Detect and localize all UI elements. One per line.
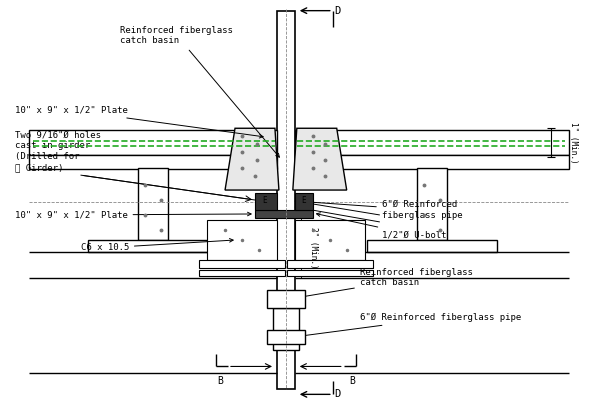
Text: 10" x 9" x 1/2" Plate: 10" x 9" x 1/2" Plate (15, 211, 251, 220)
Polygon shape (225, 128, 279, 190)
Text: 1" (Min.): 1" (Min.) (569, 122, 578, 164)
Bar (267, 290, 305, 308)
Bar (199, 270, 285, 276)
Text: D: D (335, 389, 341, 399)
Text: (Drilled for: (Drilled for (15, 152, 79, 161)
Text: E: E (301, 196, 306, 205)
Bar (295, 155, 569, 169)
Bar (29, 155, 277, 169)
Text: B: B (349, 376, 355, 387)
Bar (255, 193, 277, 210)
Text: 10" x 9" x 1/2" Plate: 10" x 9" x 1/2" Plate (15, 106, 263, 138)
Text: B: B (217, 376, 223, 387)
Bar (417, 168, 447, 240)
Bar (295, 220, 365, 260)
Text: ℜ Girder): ℜ Girder) (15, 163, 63, 172)
Text: E: E (263, 196, 267, 205)
Text: 6"Ø Reinforced
fiberglass pipe: 6"Ø Reinforced fiberglass pipe (298, 200, 462, 220)
Text: D: D (335, 6, 341, 16)
Text: Two 9/16"Ø holes: Two 9/16"Ø holes (15, 130, 100, 139)
Text: 2" (Min.): 2" (Min.) (309, 227, 318, 269)
Bar (295, 193, 313, 210)
Bar (277, 11, 295, 389)
Bar (295, 130, 569, 155)
Text: Reinforced fiberglass
catch basin: Reinforced fiberglass catch basin (301, 268, 473, 298)
Text: C6 x 10.5: C6 x 10.5 (81, 238, 233, 252)
Bar (255, 210, 313, 218)
Bar (138, 168, 168, 240)
Bar (88, 240, 218, 252)
Bar (273, 308, 299, 350)
Text: Reinforced fiberglass
catch basin: Reinforced fiberglass catch basin (120, 26, 279, 157)
Text: 6"Ø Reinforced fiberglass pipe: 6"Ø Reinforced fiberglass pipe (301, 313, 521, 337)
Text: cast in girder: cast in girder (15, 141, 90, 150)
Polygon shape (293, 128, 347, 190)
Bar (199, 260, 285, 268)
Bar (287, 270, 373, 276)
Bar (29, 130, 277, 155)
Bar (287, 260, 373, 268)
Bar (207, 220, 277, 260)
Bar (267, 330, 305, 344)
Text: 1/2"Ø U-bolt: 1/2"Ø U-bolt (316, 213, 446, 239)
Bar (367, 240, 497, 252)
